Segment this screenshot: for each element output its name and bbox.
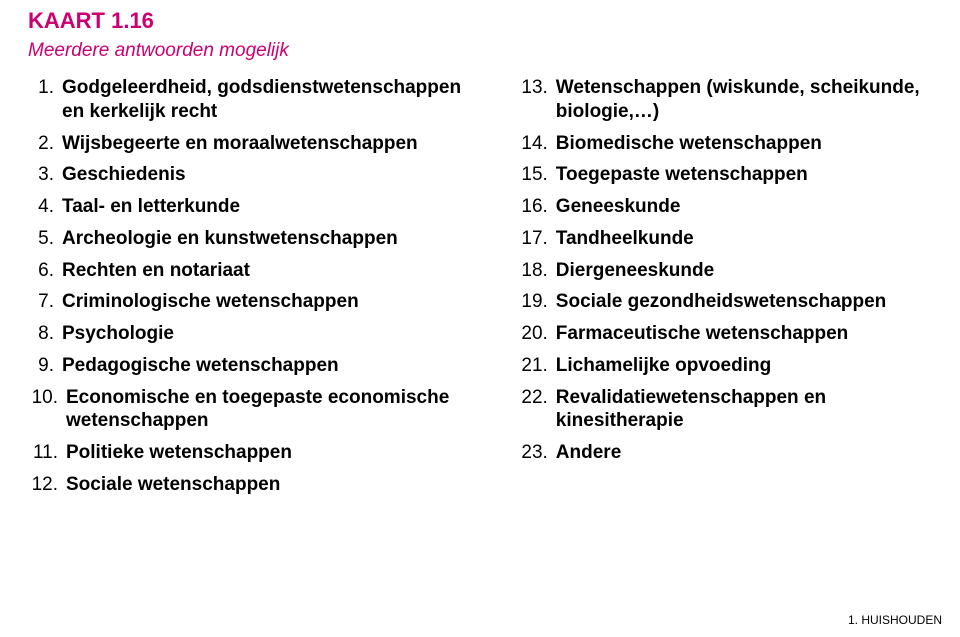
list-item: 7. Criminologische wetenschappen: [28, 290, 486, 314]
list-item: 8. Psychologie: [28, 322, 486, 346]
item-number: 17.: [518, 227, 548, 251]
item-text: Revalidatiewetenschappen en kinesitherap…: [556, 386, 932, 434]
item-text: Geschiedenis: [62, 163, 486, 187]
item-number: 22.: [518, 386, 548, 434]
item-text: Wetenschappen (wiskunde, scheikunde, bio…: [556, 76, 932, 124]
item-number: 12.: [28, 473, 58, 497]
item-number: 2.: [28, 132, 54, 156]
list-item: 12. Sociale wetenschappen: [28, 473, 486, 497]
item-text: Sociale wetenschappen: [66, 473, 486, 497]
list-item: 11. Politieke wetenschappen: [28, 441, 486, 465]
item-number: 23.: [518, 441, 548, 465]
list-item: 4. Taal- en letterkunde: [28, 195, 486, 219]
list-item: 18. Diergeneeskunde: [518, 259, 932, 283]
item-text: Criminologische wetenschappen: [62, 290, 486, 314]
item-text: Toegepaste wetenschappen: [556, 163, 932, 187]
item-number: 14.: [518, 132, 548, 156]
item-number: 6.: [28, 259, 54, 283]
item-number: 9.: [28, 354, 54, 378]
list-item: 23. Andere: [518, 441, 932, 465]
page-container: KAART 1.16 Meerdere antwoorden mogelijk …: [0, 0, 960, 505]
subtitle: Meerdere antwoorden mogelijk: [28, 40, 932, 62]
list-item: 13. Wetenschappen (wiskunde, scheikunde, …: [518, 76, 932, 124]
item-number: 19.: [518, 290, 548, 314]
item-text: Geneeskunde: [556, 195, 932, 219]
item-text: Andere: [556, 441, 932, 465]
list-item: 3. Geschiedenis: [28, 163, 486, 187]
item-text: Sociale gezondheidswetenschappen: [556, 290, 932, 314]
item-text: Biomedische wetenschappen: [556, 132, 932, 156]
list-item: 21. Lichamelijke opvoeding: [518, 354, 932, 378]
item-text: Archeologie en kunstwetenschappen: [62, 227, 486, 251]
item-text: Economische en toegepaste economische we…: [66, 386, 486, 434]
list-item: 2. Wijsbegeerte en moraalwetenschappen: [28, 132, 486, 156]
columns: 1.Godgeleerdheid, godsdienstwetenschappe…: [28, 76, 932, 505]
item-text: Psychologie: [62, 322, 486, 346]
list-item: 14. Biomedische wetenschappen: [518, 132, 932, 156]
item-number: 13.: [518, 76, 548, 124]
item-number: 8.: [28, 322, 54, 346]
list-item: 6. Rechten en notariaat: [28, 259, 486, 283]
right-column: 13. Wetenschappen (wiskunde, scheikunde, …: [518, 76, 932, 505]
item-text: Diergeneeskunde: [556, 259, 932, 283]
item-number: 20.: [518, 322, 548, 346]
item-number: 4.: [28, 195, 54, 219]
item-text: Rechten en notariaat: [62, 259, 486, 283]
list-item: 9. Pedagogische wetenschappen: [28, 354, 486, 378]
item-text: Politieke wetenschappen: [66, 441, 486, 465]
item-text: Pedagogische wetenschappen: [62, 354, 486, 378]
item-number: 16.: [518, 195, 548, 219]
item-number: 11.: [28, 441, 58, 465]
list-item: 10. Economische en toegepaste economische…: [28, 386, 486, 434]
list-item: 1.Godgeleerdheid, godsdienstwetenschappe…: [28, 76, 486, 124]
item-text: Lichamelijke opvoeding: [556, 354, 932, 378]
list-item: 20. Farmaceutische wetenschappen: [518, 322, 932, 346]
list-item: 17. Tandheelkunde: [518, 227, 932, 251]
kaart-title: KAART 1.16: [28, 8, 932, 34]
list-item: 16. Geneeskunde: [518, 195, 932, 219]
item-number: 21.: [518, 354, 548, 378]
list-item: 5. Archeologie en kunstwetenschappen: [28, 227, 486, 251]
item-number: 1.: [28, 76, 54, 124]
left-column: 1.Godgeleerdheid, godsdienstwetenschappe…: [28, 76, 486, 505]
item-number: 5.: [28, 227, 54, 251]
item-text: Godgeleerdheid, godsdienstwetenschappen …: [62, 76, 486, 124]
list-item: 15. Toegepaste wetenschappen: [518, 163, 932, 187]
list-item: 19. Sociale gezondheidswetenschappen: [518, 290, 932, 314]
item-number: 18.: [518, 259, 548, 283]
footer-label: 1. HUISHOUDEN: [848, 613, 942, 627]
item-text: Taal- en letterkunde: [62, 195, 486, 219]
item-number: 15.: [518, 163, 548, 187]
item-text: Farmaceutische wetenschappen: [556, 322, 932, 346]
item-text: Tandheelkunde: [556, 227, 932, 251]
item-text: Wijsbegeerte en moraalwetenschappen: [62, 132, 486, 156]
item-number: 7.: [28, 290, 54, 314]
list-item: 22. Revalidatiewetenschappen en kinesithe…: [518, 386, 932, 434]
item-number: 3.: [28, 163, 54, 187]
item-number: 10.: [28, 386, 58, 434]
